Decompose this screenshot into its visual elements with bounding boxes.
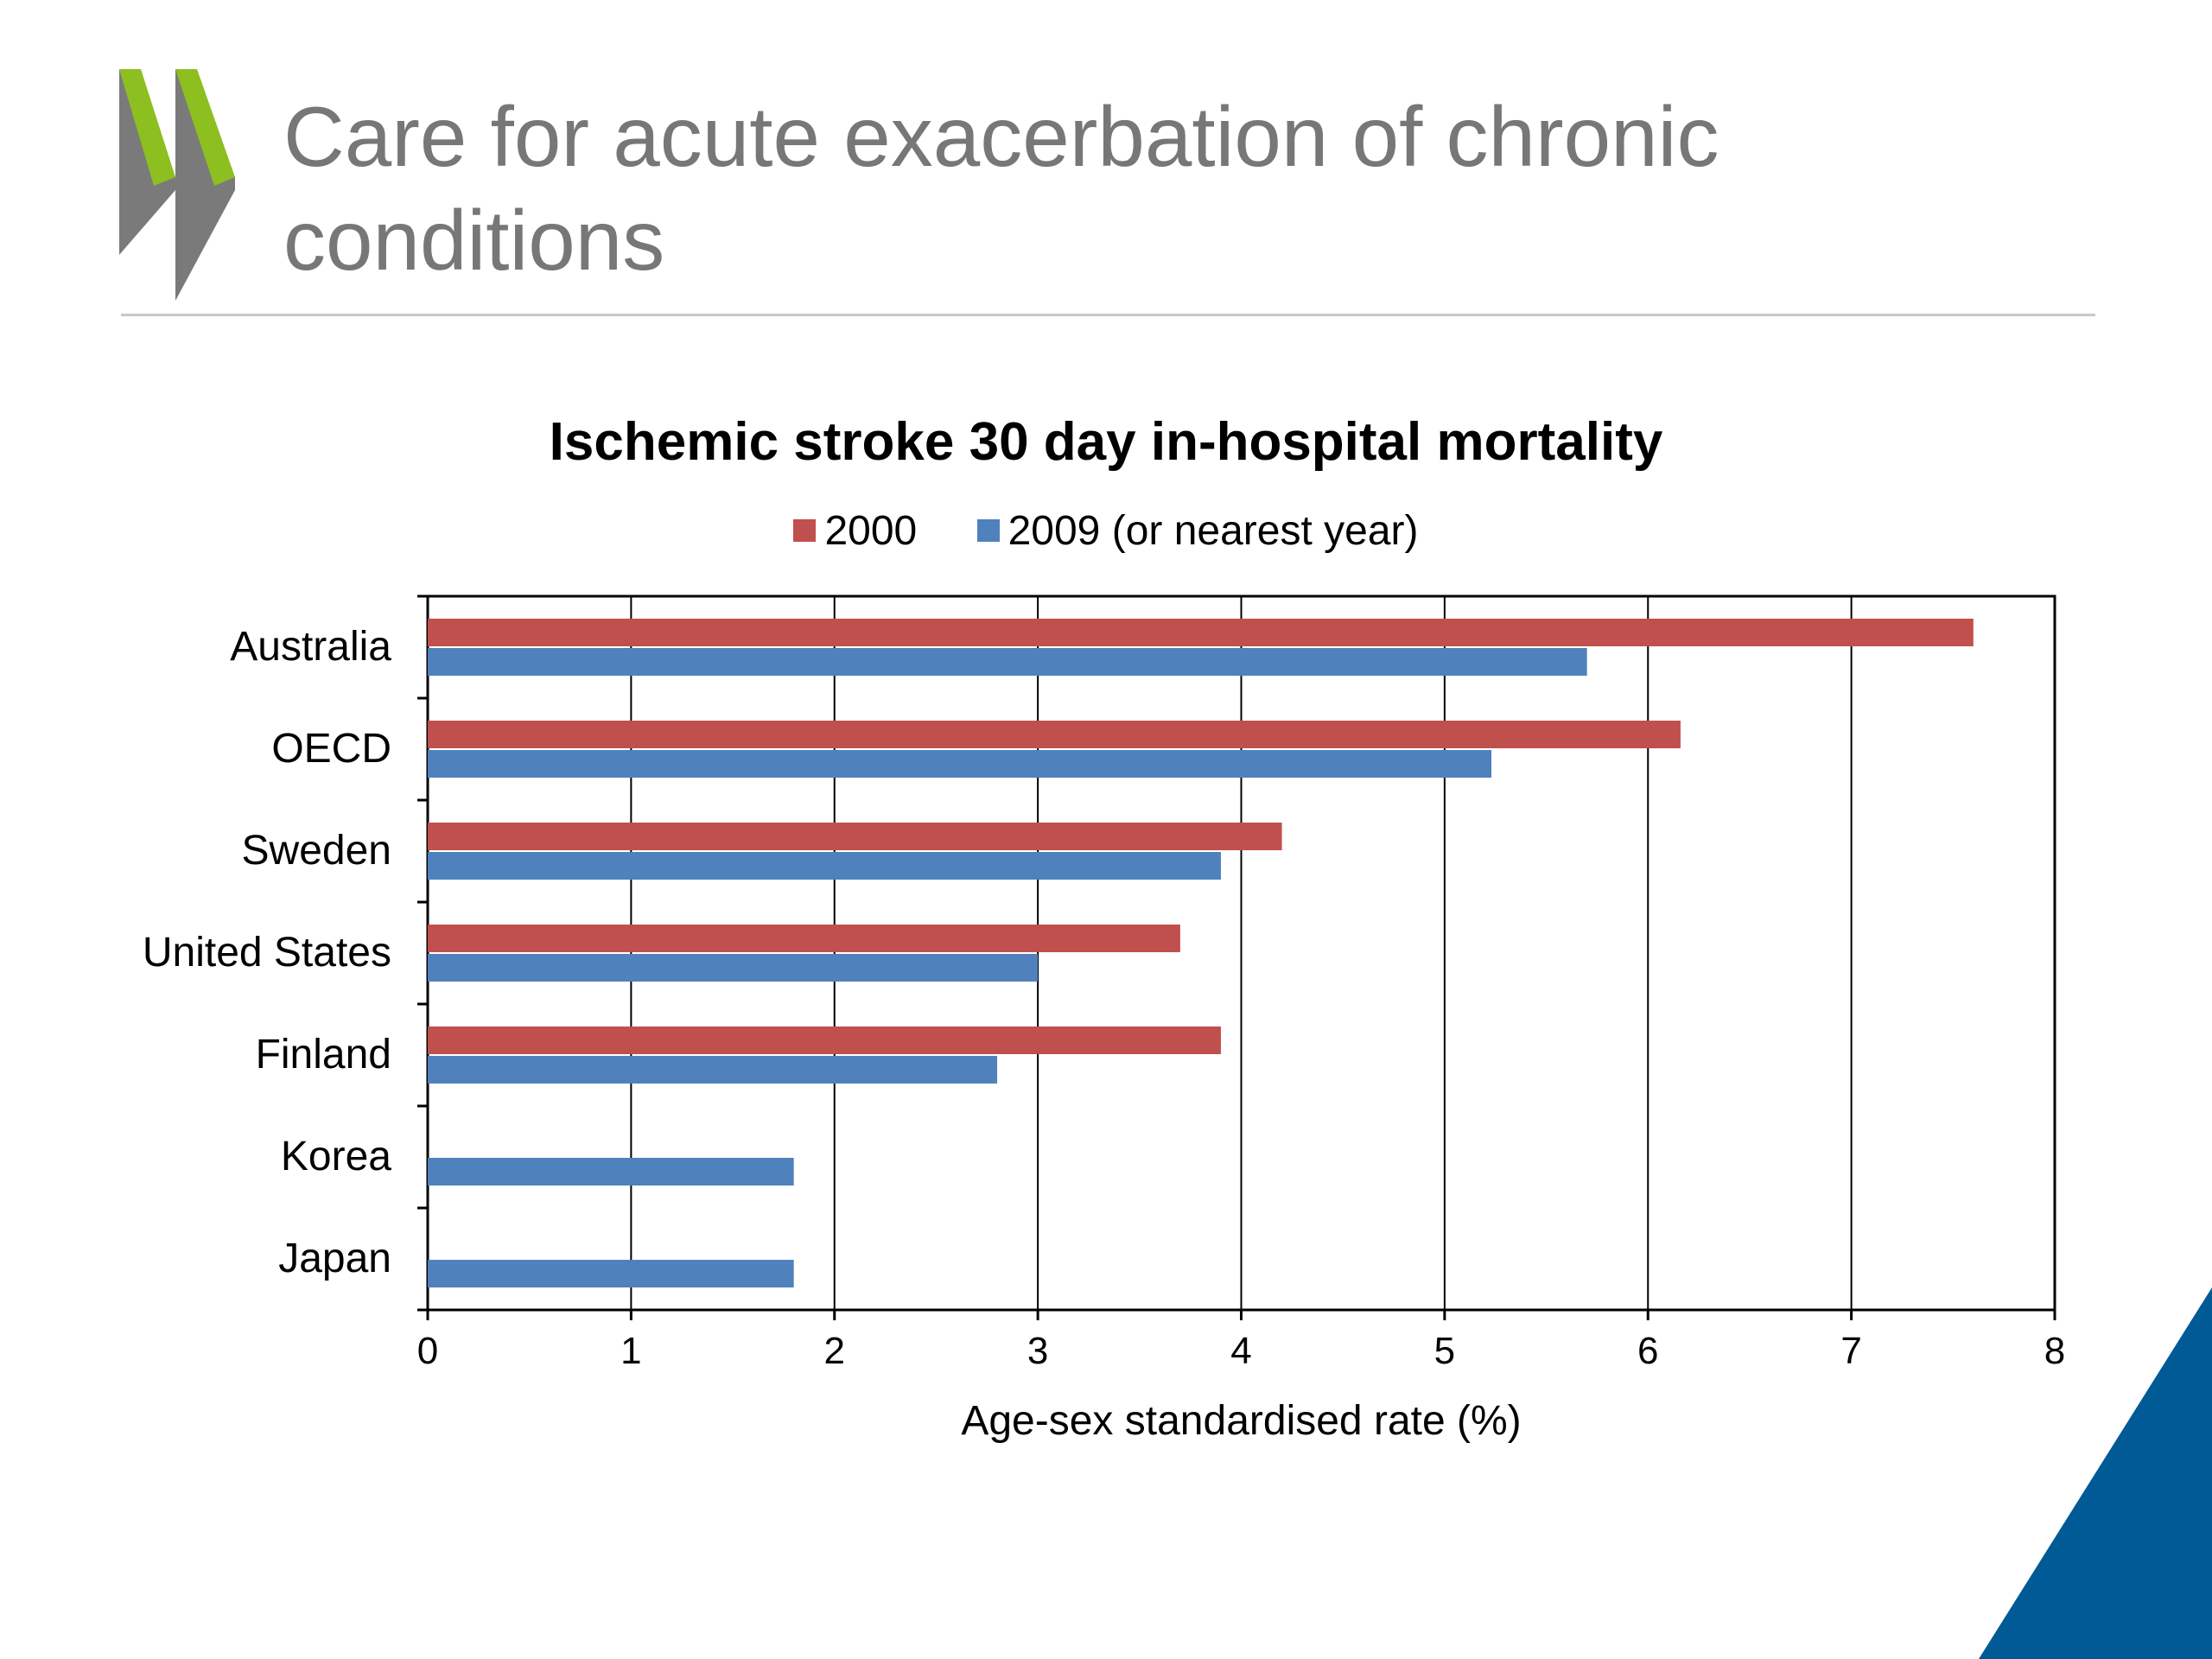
x-tick-label: 7: [1840, 1330, 1861, 1372]
logo-chevron-right-green: [175, 69, 235, 186]
x-tick-label: 2: [824, 1330, 845, 1372]
slide-title-line-2: conditions: [283, 193, 665, 288]
bar-2009-japan: [428, 1260, 794, 1287]
legend-item-2000: 2000: [793, 507, 917, 555]
bar-2009-korea: [428, 1158, 794, 1185]
legend-label-2009: 2009 (or nearest year): [1007, 507, 1419, 554]
bar-2009-sweden: [428, 852, 1221, 880]
y-category-label: Australia: [230, 624, 391, 670]
x-tick-label: 5: [1434, 1330, 1455, 1372]
bar-2000-oecd: [428, 721, 1681, 748]
y-category-label: Sweden: [242, 828, 391, 874]
bar-2009-oecd: [428, 750, 1492, 778]
x-tick-label: 3: [1027, 1330, 1048, 1372]
x-tick-label: 0: [417, 1330, 438, 1372]
legend-label-2000: 2000: [824, 507, 918, 554]
slide-title-line-1: Care for acute exacerbation of chronic: [283, 89, 1719, 184]
legend-swatch-2000: [793, 519, 817, 543]
bar-2000-sweden: [428, 823, 1282, 850]
logo-chevron-right-gray: [175, 69, 235, 301]
slide-title: Care for acute exacerbation of chronic c…: [283, 85, 2098, 292]
y-category-label: OECD: [271, 726, 391, 772]
legend-item-2009: 2009 (or nearest year): [976, 507, 1419, 555]
bar-2009-finland: [428, 1056, 998, 1084]
y-category-label: Finland: [256, 1032, 391, 1077]
bar-2009-united-states: [428, 954, 1039, 982]
legend-swatch-2009: [976, 519, 1000, 543]
title-divider: [121, 314, 2095, 316]
chart-legend: 2000 2009 (or nearest year): [0, 505, 2212, 555]
x-tick-label: 6: [1637, 1330, 1658, 1372]
bar-2009-australia: [428, 648, 1587, 676]
y-category-label: Japan: [278, 1236, 391, 1281]
x-axis-label: Age-sex standardised rate (%): [961, 1398, 1521, 1444]
x-tick-label: 4: [1230, 1330, 1251, 1372]
bar-2000-united-states: [428, 925, 1180, 952]
oecd-chevron-logo-icon: [119, 69, 235, 301]
x-tick-label: 1: [620, 1330, 641, 1372]
chart-title: Ischemic stroke 30 day in-hospital morta…: [549, 412, 1663, 472]
logo-chevron-left-green: [119, 69, 175, 186]
bar-2000-australia: [428, 619, 1974, 646]
y-category-label: Korea: [281, 1134, 391, 1179]
bar-2000-finland: [428, 1027, 1221, 1054]
x-tick-label: 8: [2044, 1330, 2065, 1372]
y-category-label: United States: [143, 930, 391, 976]
